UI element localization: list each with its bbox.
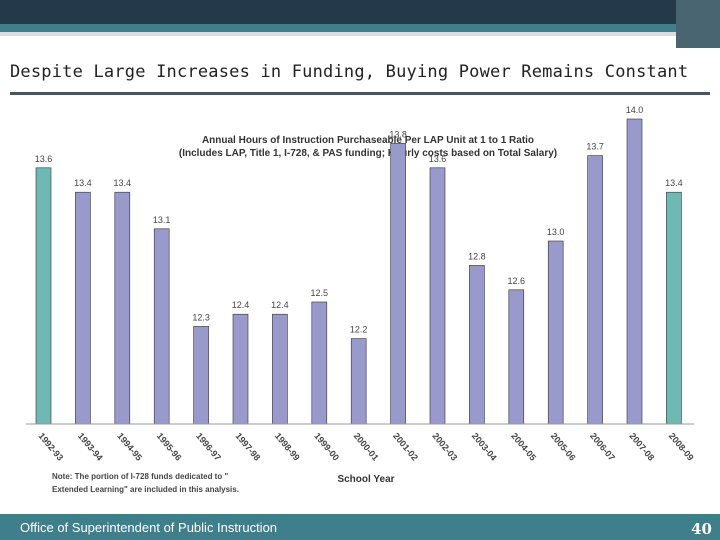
slide-title: Despite Large Increases in Funding, Buyi… [10,62,689,82]
value-label-1995-96: 13.1 [153,215,171,225]
value-label-1994-95: 13.4 [114,178,132,188]
bar-2003-04 [469,265,485,425]
bar-1993-94 [75,191,91,425]
value-label-1998-99: 12.4 [271,300,289,310]
value-label-1993-94: 13.4 [74,178,92,188]
bar-2006-07 [587,155,603,425]
tick-labels-group: 1992-93 1993-94 1994-95 1995-96 1996-97 1997-… [36,431,695,463]
corner-decoration [676,0,720,48]
value-label-1996-97: 12.3 [192,312,210,322]
value-label-1992-93: 13.6 [35,154,53,164]
tick-label-2005-06: 2005-06 [549,431,578,463]
bar-2005-06 [547,240,564,425]
tick-label-1995-96: 1995-96 [155,431,184,463]
value-label-2000-01: 12.2 [350,325,368,335]
x-axis-label: School Year [337,474,394,485]
tick-label-2006-07: 2006-07 [588,431,617,463]
top-light-stripe [0,32,720,36]
bar-2007-08 [626,118,643,425]
tick-label-2000-01: 2000-01 [352,431,381,463]
tick-label-2004-05: 2004-05 [509,431,538,463]
value-label-2007-08: 14.0 [626,105,644,115]
value-label-2003-04: 12.8 [468,251,486,261]
tick-label-2008-09: 2008-09 [667,431,696,463]
page-number: 40 [691,520,712,538]
value-label-2006-07: 13.7 [586,142,604,152]
top-banner [0,0,720,24]
chart-note: Note: The portion of I-728 funds dedicat… [52,472,239,494]
top-accent-stripe [0,24,720,32]
tick-label-1993-94: 1993-94 [76,431,105,463]
chart-note-line-2: Extended Learning" are included in this … [52,485,239,494]
footer-text: Office of Superintendent of Public Instr… [20,520,278,535]
tick-label-1996-97: 1996-97 [194,431,223,463]
bar-2004-05 [508,289,525,425]
tick-label-2003-04: 2003-04 [470,431,499,463]
bar-2008-09 [666,191,682,425]
value-label-2001-02: 13.8 [389,129,407,139]
bar-1996-97 [193,326,209,425]
tick-label-2007-08: 2007-08 [627,431,656,463]
value-label-2002-03: 13.6 [429,154,447,164]
chart-subtitle: (Includes LAP, Title 1, I-728, & PAS fun… [179,148,557,159]
chart-note-line-1: Note: The portion of I-728 funds dedicat… [52,472,228,481]
value-labels-group: 13.6 13.4 13.4 13.1 12.3 12.4 12.4 12.5 12.2 13.8… [35,105,683,335]
bar-1997-98 [232,313,249,425]
bar-2000-01 [350,338,367,425]
value-label-1999-00: 12.5 [311,288,329,298]
tick-label-2001-02: 2001-02 [391,431,420,463]
bars-group [35,118,682,425]
bar-2001-02 [390,143,406,425]
tick-label-1997-98: 1997-98 [233,431,262,463]
tick-label-1998-99: 1998-99 [273,431,302,463]
bar-2002-03 [429,167,446,425]
value-label-2005-06: 13.0 [547,227,565,237]
title-divider [10,92,710,95]
value-label-2008-09: 13.4 [665,178,683,188]
tick-label-2002-03: 2002-03 [430,431,459,463]
tick-label-1999-00: 1999-00 [312,431,341,463]
tick-label-1992-93: 1992-93 [36,431,65,463]
value-label-2004-05: 12.6 [508,276,526,286]
footer-bar [0,514,720,540]
bar-1999-00 [311,301,328,425]
tick-label-1994-95: 1994-95 [115,431,144,463]
bar-1992-93 [35,167,52,425]
bar-1994-95 [114,191,131,425]
bar-1998-99 [272,313,288,425]
chart-title: Annual Hours of Instruction Purchaseable… [202,135,534,146]
value-label-1997-98: 12.4 [232,300,250,310]
bar-1995-96 [153,228,170,425]
